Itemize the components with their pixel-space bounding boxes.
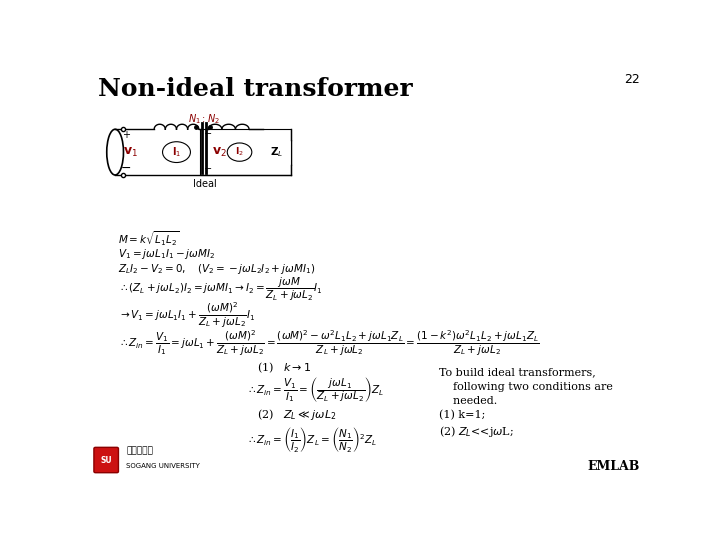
Text: SU: SU xyxy=(100,456,112,465)
Text: following two conditions are: following two conditions are xyxy=(438,382,613,392)
Text: $\mathbf{I}_2$: $\mathbf{I}_2$ xyxy=(235,146,244,158)
Text: 22: 22 xyxy=(624,73,639,86)
Text: (1)   $k \rightarrow 1$: (1) $k \rightarrow 1$ xyxy=(258,360,312,375)
Text: $\therefore (Z_L + j\omega L_2) I_2 = j\omega M I_1 \rightarrow I_2 = \dfrac{j\o: $\therefore (Z_L + j\omega L_2) I_2 = j\… xyxy=(118,276,323,303)
Text: (2) $Z_L$<<j$\omega$L;: (2) $Z_L$<<j$\omega$L; xyxy=(438,424,514,439)
Text: $Z_L I_2 - V_2 = 0, \quad (V_2 = -j\omega L_2 I_2 + j\omega M I_1)$: $Z_L I_2 - V_2 = 0, \quad (V_2 = -j\omeg… xyxy=(118,261,315,275)
Text: $M = k\sqrt{L_1 L_2}$: $M = k\sqrt{L_1 L_2}$ xyxy=(118,230,179,248)
Text: SOGANG UNIVERSITY: SOGANG UNIVERSITY xyxy=(126,463,200,469)
Text: $\mathbf{v}_1$: $\mathbf{v}_1$ xyxy=(122,146,138,159)
Text: $\mathbf{v}_2$: $\mathbf{v}_2$ xyxy=(212,146,227,159)
Text: $\therefore Z_{in} = \dfrac{V_1}{I_1} = \left(\dfrac{j\omega L_1}{Z_L + j\omega : $\therefore Z_{in} = \dfrac{V_1}{I_1} = … xyxy=(246,375,384,404)
Text: −: − xyxy=(121,162,132,176)
Text: $\therefore Z_{in} = \left(\dfrac{I_1}{I_2}\right) Z_L = \left(\dfrac{N_1}{N_2}\: $\therefore Z_{in} = \left(\dfrac{I_1}{I… xyxy=(246,424,377,454)
Text: To build ideal transformers,: To build ideal transformers, xyxy=(438,368,595,377)
Text: 서강대학교: 서강대학교 xyxy=(126,447,153,456)
Text: $\mathbf{Z}_L$: $\mathbf{Z}_L$ xyxy=(270,145,284,159)
FancyBboxPatch shape xyxy=(200,129,291,175)
Text: needed.: needed. xyxy=(438,396,497,406)
Text: −: − xyxy=(204,129,212,139)
FancyBboxPatch shape xyxy=(94,447,119,472)
Text: +: + xyxy=(122,131,130,140)
Text: (1) k=1;: (1) k=1; xyxy=(438,410,485,420)
Text: $\mathbf{I}_1$: $\mathbf{I}_1$ xyxy=(172,145,181,159)
Text: Ideal: Ideal xyxy=(192,179,216,189)
Text: $N_1 : N_2$: $N_1 : N_2$ xyxy=(189,112,220,126)
Text: $\rightarrow V_1 = j\omega L_1 I_1 + \dfrac{(\omega M)^2}{Z_L + j\omega L_2} I_1: $\rightarrow V_1 = j\omega L_1 I_1 + \df… xyxy=(118,301,255,330)
FancyBboxPatch shape xyxy=(263,140,291,165)
Text: $\therefore Z_{in} = \dfrac{V_1}{I_1} = j\omega L_1 + \dfrac{(\omega M)^2}{Z_L +: $\therefore Z_{in} = \dfrac{V_1}{I_1} = … xyxy=(118,329,539,358)
Text: Non-ideal transformer: Non-ideal transformer xyxy=(99,77,413,102)
Text: EMLAB: EMLAB xyxy=(588,460,639,473)
Text: (2)   $Z_L \ll j\omega L_2$: (2) $Z_L \ll j\omega L_2$ xyxy=(258,407,337,422)
Text: $V_1 = j\omega L_1 I_1 - j\omega M I_2$: $V_1 = j\omega L_1 I_1 - j\omega M I_2$ xyxy=(118,247,215,261)
Text: −: − xyxy=(204,164,212,174)
